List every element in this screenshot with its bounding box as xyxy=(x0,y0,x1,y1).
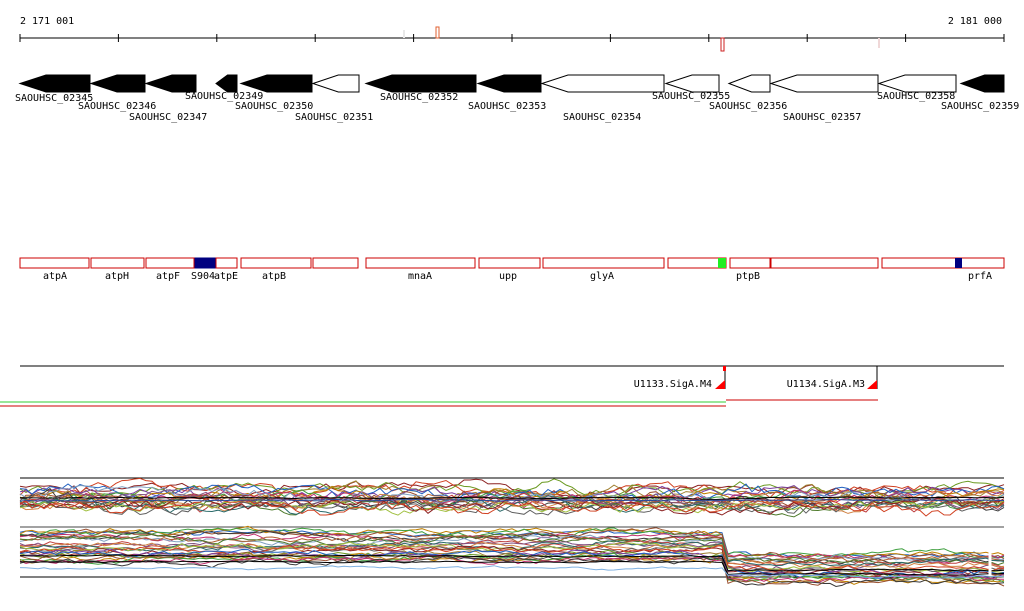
feature-box-upp[interactable] xyxy=(478,257,541,269)
feature-box-atpH[interactable] xyxy=(90,257,145,269)
profile-trace-lower xyxy=(19,555,1005,588)
gene-arrow-saouhsc_02353[interactable] xyxy=(476,74,542,93)
feature-box-prfA[interactable] xyxy=(881,257,1005,269)
feature-label: S904 xyxy=(191,271,215,282)
gene-label: SAOUHSC_02352 xyxy=(380,92,458,103)
profile-trace-lower xyxy=(19,565,1005,579)
feature-label: atpH xyxy=(105,271,129,282)
feature-box-atpA[interactable] xyxy=(19,257,90,269)
feature-label: atpE xyxy=(214,271,238,282)
gene-arrow-saouhsc_02356[interactable] xyxy=(727,74,771,93)
feature-box-glyA[interactable] xyxy=(542,257,665,269)
profile-trace-lower xyxy=(19,527,1005,559)
feature-box-unnamed[interactable] xyxy=(770,257,879,269)
profile-group-lower xyxy=(19,525,1005,588)
profile-trace-lower xyxy=(19,552,1005,583)
feature-marker-green xyxy=(718,258,726,268)
gene-arrow-saouhsc_02347[interactable] xyxy=(144,74,197,93)
profile-trace-lower xyxy=(19,533,1005,566)
feature-label: ptpB xyxy=(736,271,760,282)
operon-track: U1133.SigA.M4 U1134.SigA.M3 xyxy=(0,365,1004,407)
feature-box-S904[interactable] xyxy=(194,257,216,269)
feature-label: upp xyxy=(499,271,517,282)
profile-trace-lower xyxy=(19,553,1005,587)
coordinate-ruler: 2 171 001 2 181 000 xyxy=(19,16,1005,52)
gene-arrow-saouhsc_02358[interactable] xyxy=(877,74,957,93)
operon-label-1: U1133.SigA.M4 xyxy=(634,379,712,390)
profile-trace-upper xyxy=(19,498,1005,502)
gene-label: SAOUHSC_02357 xyxy=(783,112,861,123)
profile-trace-upper xyxy=(19,478,1005,499)
feature-box-unnamed[interactable] xyxy=(312,257,359,269)
profile-trace-lower xyxy=(19,552,1005,585)
feature-label: atpF xyxy=(156,271,180,282)
feature-box-atpB[interactable] xyxy=(240,257,312,269)
feature-label: atpA xyxy=(43,271,67,282)
gene-label: SAOUHSC_02349 xyxy=(185,91,263,102)
operon-label-2: U1134.SigA.M3 xyxy=(787,379,865,390)
gene-label: SAOUHSC_02359 xyxy=(941,101,1019,112)
feature-label: atpB xyxy=(262,271,286,282)
ruler-ticks xyxy=(19,34,1005,42)
profile-trace-lower xyxy=(19,544,1005,574)
ruler-minor-marker xyxy=(403,30,405,38)
feature-box-unnamed[interactable] xyxy=(667,257,727,269)
gene-arrow-saouhsc_02352[interactable] xyxy=(364,74,477,93)
profile-trace-upper xyxy=(19,484,1005,505)
feature-label: glyA xyxy=(590,271,614,282)
profile-trace-lower xyxy=(19,541,1005,569)
profile-trace-upper xyxy=(19,490,1005,514)
gene-label: SAOUHSC_02345 xyxy=(15,93,93,104)
feature-label: prfA xyxy=(968,271,992,282)
gene-arrow-saouhsc_02350[interactable] xyxy=(239,74,313,93)
profile-trace-upper xyxy=(19,496,1005,501)
gene-arrow-saouhsc_02349[interactable] xyxy=(215,74,238,93)
ruler-start-label: 2 171 001 xyxy=(20,16,74,27)
gene-label: SAOUHSC_02347 xyxy=(129,112,207,123)
gene-label: SAOUHSC_02356 xyxy=(709,101,787,112)
gene-arrow-saouhsc_02345[interactable] xyxy=(18,74,91,93)
feature-box-atpF[interactable] xyxy=(145,257,195,269)
ruler-peak-marker xyxy=(435,26,440,39)
gene-arrow-saouhsc_02354[interactable] xyxy=(540,74,665,93)
gene-label: SAOUHSC_02353 xyxy=(468,101,546,112)
gene-label: SAOUHSC_02350 xyxy=(235,101,313,112)
feature-box-atpE[interactable] xyxy=(215,257,238,269)
expression-profiles xyxy=(19,477,1005,588)
ruler-dip-marker xyxy=(720,37,725,52)
profile-trace-upper xyxy=(19,496,1005,517)
gene-label: SAOUHSC_02358 xyxy=(877,91,955,102)
gene-label: SAOUHSC_02346 xyxy=(78,101,156,112)
feature-label: mnaA xyxy=(408,271,432,282)
promoter-tick-icon xyxy=(723,366,726,371)
feature-box-ptpB[interactable] xyxy=(729,257,771,269)
gene-arrow-saouhsc_02351[interactable] xyxy=(311,74,360,93)
ruler-end-label: 2 181 000 xyxy=(948,16,1002,27)
ruler-minor-marker xyxy=(878,38,880,48)
feature-box-mnaA[interactable] xyxy=(365,257,476,269)
profile-trace-lower xyxy=(19,530,1005,566)
profile-trace-upper xyxy=(19,498,1005,516)
gene-label: SAOUHSC_02351 xyxy=(295,112,373,123)
gene-arrow-saouhsc_02357[interactable] xyxy=(769,74,879,93)
feature-marker-blue xyxy=(955,258,962,268)
gene-arrow-saouhsc_02346[interactable] xyxy=(89,74,146,93)
gene-arrow-saouhsc_02359[interactable] xyxy=(959,74,1005,93)
promoter-marker-icon xyxy=(867,380,877,389)
profile-group-upper xyxy=(19,477,1005,518)
profile-trace-lower xyxy=(19,560,1005,576)
profile-trace-lower xyxy=(19,534,1005,563)
profile-trace-lower xyxy=(19,554,1005,572)
gene-label: SAOUHSC_02354 xyxy=(563,112,641,123)
promoter-marker-icon xyxy=(715,380,725,389)
gene-label: SAOUHSC_02355 xyxy=(652,91,730,102)
gene-arrow-saouhsc_02355[interactable] xyxy=(664,74,720,93)
